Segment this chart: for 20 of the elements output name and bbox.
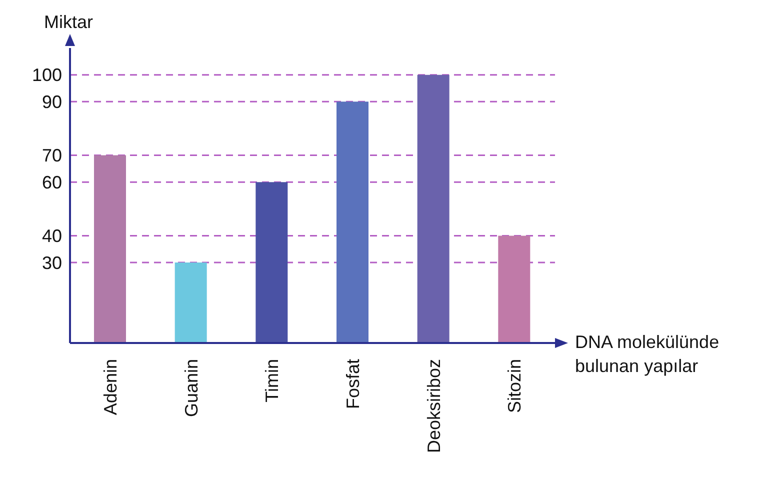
x-axis-title: DNA molekülünde bulunan yapılar xyxy=(575,331,720,378)
x-tick-label: Guanin xyxy=(181,359,202,418)
x-tick-label: Fosfat xyxy=(342,359,363,410)
y-tick-label: 30 xyxy=(42,252,62,273)
bar xyxy=(94,155,126,343)
y-tick-label: 100 xyxy=(32,65,62,86)
bar xyxy=(174,262,207,343)
x-tick-label: Adenin xyxy=(100,359,120,416)
bar xyxy=(417,74,450,343)
y-axis-title: Miktar xyxy=(44,12,93,33)
y-tick-label: 60 xyxy=(42,172,62,192)
x-tick-label: Timin xyxy=(262,359,282,402)
bar xyxy=(256,182,288,343)
y-tick-label: 40 xyxy=(42,226,62,246)
bar xyxy=(498,236,530,343)
y-tick-label: 70 xyxy=(42,146,62,166)
y-tick-label: 90 xyxy=(42,92,62,112)
x-tick-label: Deoksiriboz xyxy=(424,359,444,454)
x-tick-label: Sitozin xyxy=(504,359,525,414)
bar xyxy=(336,102,368,343)
